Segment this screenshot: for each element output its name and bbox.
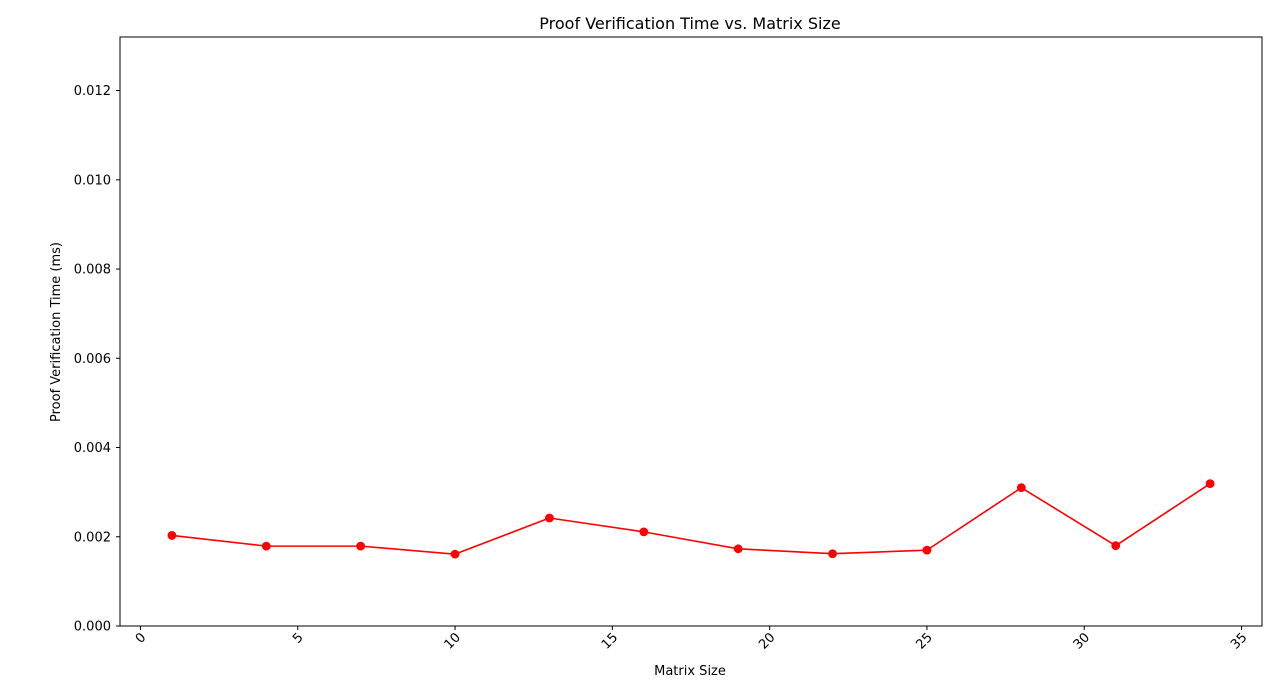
series-line [171, 482, 1211, 555]
y-axis: 0.000 0.002 0.004 0.006 0.008 0.010 0.012 [74, 84, 120, 635]
y-tick-label: 0.012 [74, 84, 111, 99]
y-axis-label: Proof Verification Time (ms) [49, 242, 64, 422]
data-point [450, 549, 460, 559]
data-point [356, 541, 366, 551]
y-tick-label: 0.004 [74, 441, 111, 456]
x-tick-label: 20 [756, 630, 778, 652]
x-tick-label: 35 [1228, 630, 1250, 652]
x-tick-label: 5 [290, 630, 306, 646]
y-tick-label: 0.010 [74, 173, 111, 188]
y-tick-label: 0.006 [74, 352, 111, 367]
plot-frame [119, 36, 1263, 627]
data-point [1111, 541, 1121, 551]
data-point [261, 541, 271, 551]
x-tick-label: 15 [599, 630, 621, 652]
x-tick-label: 25 [913, 630, 935, 652]
chart-title: Proof Verification Time vs. Matrix Size [539, 14, 840, 33]
data-point [1016, 483, 1026, 493]
data-point [639, 527, 649, 537]
data-point [1205, 479, 1215, 489]
data-point [828, 549, 837, 559]
data-point [167, 531, 177, 540]
plot-series [167, 479, 1215, 559]
y-tick-label: 0.000 [74, 620, 111, 635]
data-point [545, 513, 554, 523]
x-axis-label: Matrix Size [654, 664, 726, 679]
data-point [733, 544, 743, 554]
x-tick-label: 0 [133, 630, 149, 646]
x-axis: 0 5 10 15 20 25 30 35 [133, 626, 1250, 653]
x-tick-label: 10 [442, 630, 464, 652]
y-tick-label: 0.008 [74, 263, 111, 278]
y-tick-label: 0.002 [74, 530, 111, 545]
data-point [922, 545, 932, 555]
x-tick-label: 30 [1071, 630, 1093, 652]
